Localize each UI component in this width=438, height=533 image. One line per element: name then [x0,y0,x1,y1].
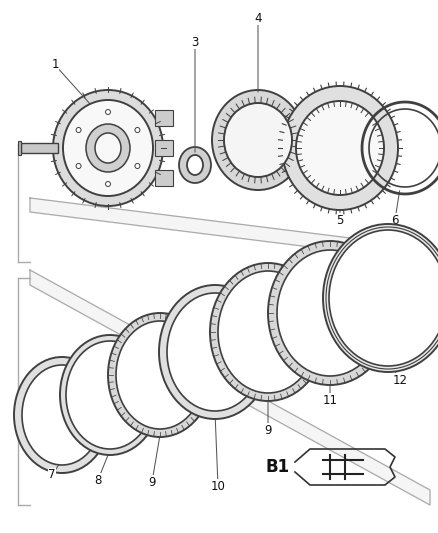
Circle shape [106,109,110,115]
Ellipse shape [187,155,203,175]
Polygon shape [18,141,21,155]
Ellipse shape [53,90,163,206]
Polygon shape [155,110,173,126]
Ellipse shape [212,90,304,190]
Text: 8: 8 [94,473,102,487]
Circle shape [135,127,140,133]
Text: 9: 9 [148,475,156,489]
Ellipse shape [167,293,263,411]
Text: 11: 11 [322,393,338,407]
Ellipse shape [60,335,160,455]
Ellipse shape [329,230,438,366]
Ellipse shape [210,263,326,401]
Polygon shape [155,140,173,156]
Text: 3: 3 [191,36,199,49]
Text: 7: 7 [48,469,56,481]
Circle shape [106,182,110,187]
Ellipse shape [66,341,154,449]
Ellipse shape [14,357,110,473]
Circle shape [135,164,140,168]
Ellipse shape [116,321,204,429]
Ellipse shape [179,147,211,183]
Polygon shape [30,270,430,505]
Polygon shape [30,198,430,262]
Ellipse shape [95,133,121,163]
Ellipse shape [323,224,438,372]
Text: 9: 9 [264,424,272,437]
Polygon shape [21,143,58,153]
Text: 5: 5 [336,214,344,227]
Ellipse shape [108,313,212,437]
Polygon shape [155,170,173,186]
Ellipse shape [277,250,383,376]
Ellipse shape [63,100,153,196]
Circle shape [76,127,81,133]
Text: B1: B1 [266,458,290,476]
Text: 6: 6 [391,214,399,227]
Ellipse shape [296,101,384,195]
Text: 10: 10 [211,480,226,492]
Text: 12: 12 [392,374,407,386]
Ellipse shape [218,271,318,393]
Ellipse shape [268,241,392,385]
Text: 4: 4 [254,12,262,25]
Ellipse shape [86,124,130,172]
Ellipse shape [282,86,398,210]
Text: 1: 1 [51,59,59,71]
Circle shape [76,164,81,168]
Ellipse shape [224,103,292,177]
Ellipse shape [22,365,102,465]
Ellipse shape [159,285,271,419]
